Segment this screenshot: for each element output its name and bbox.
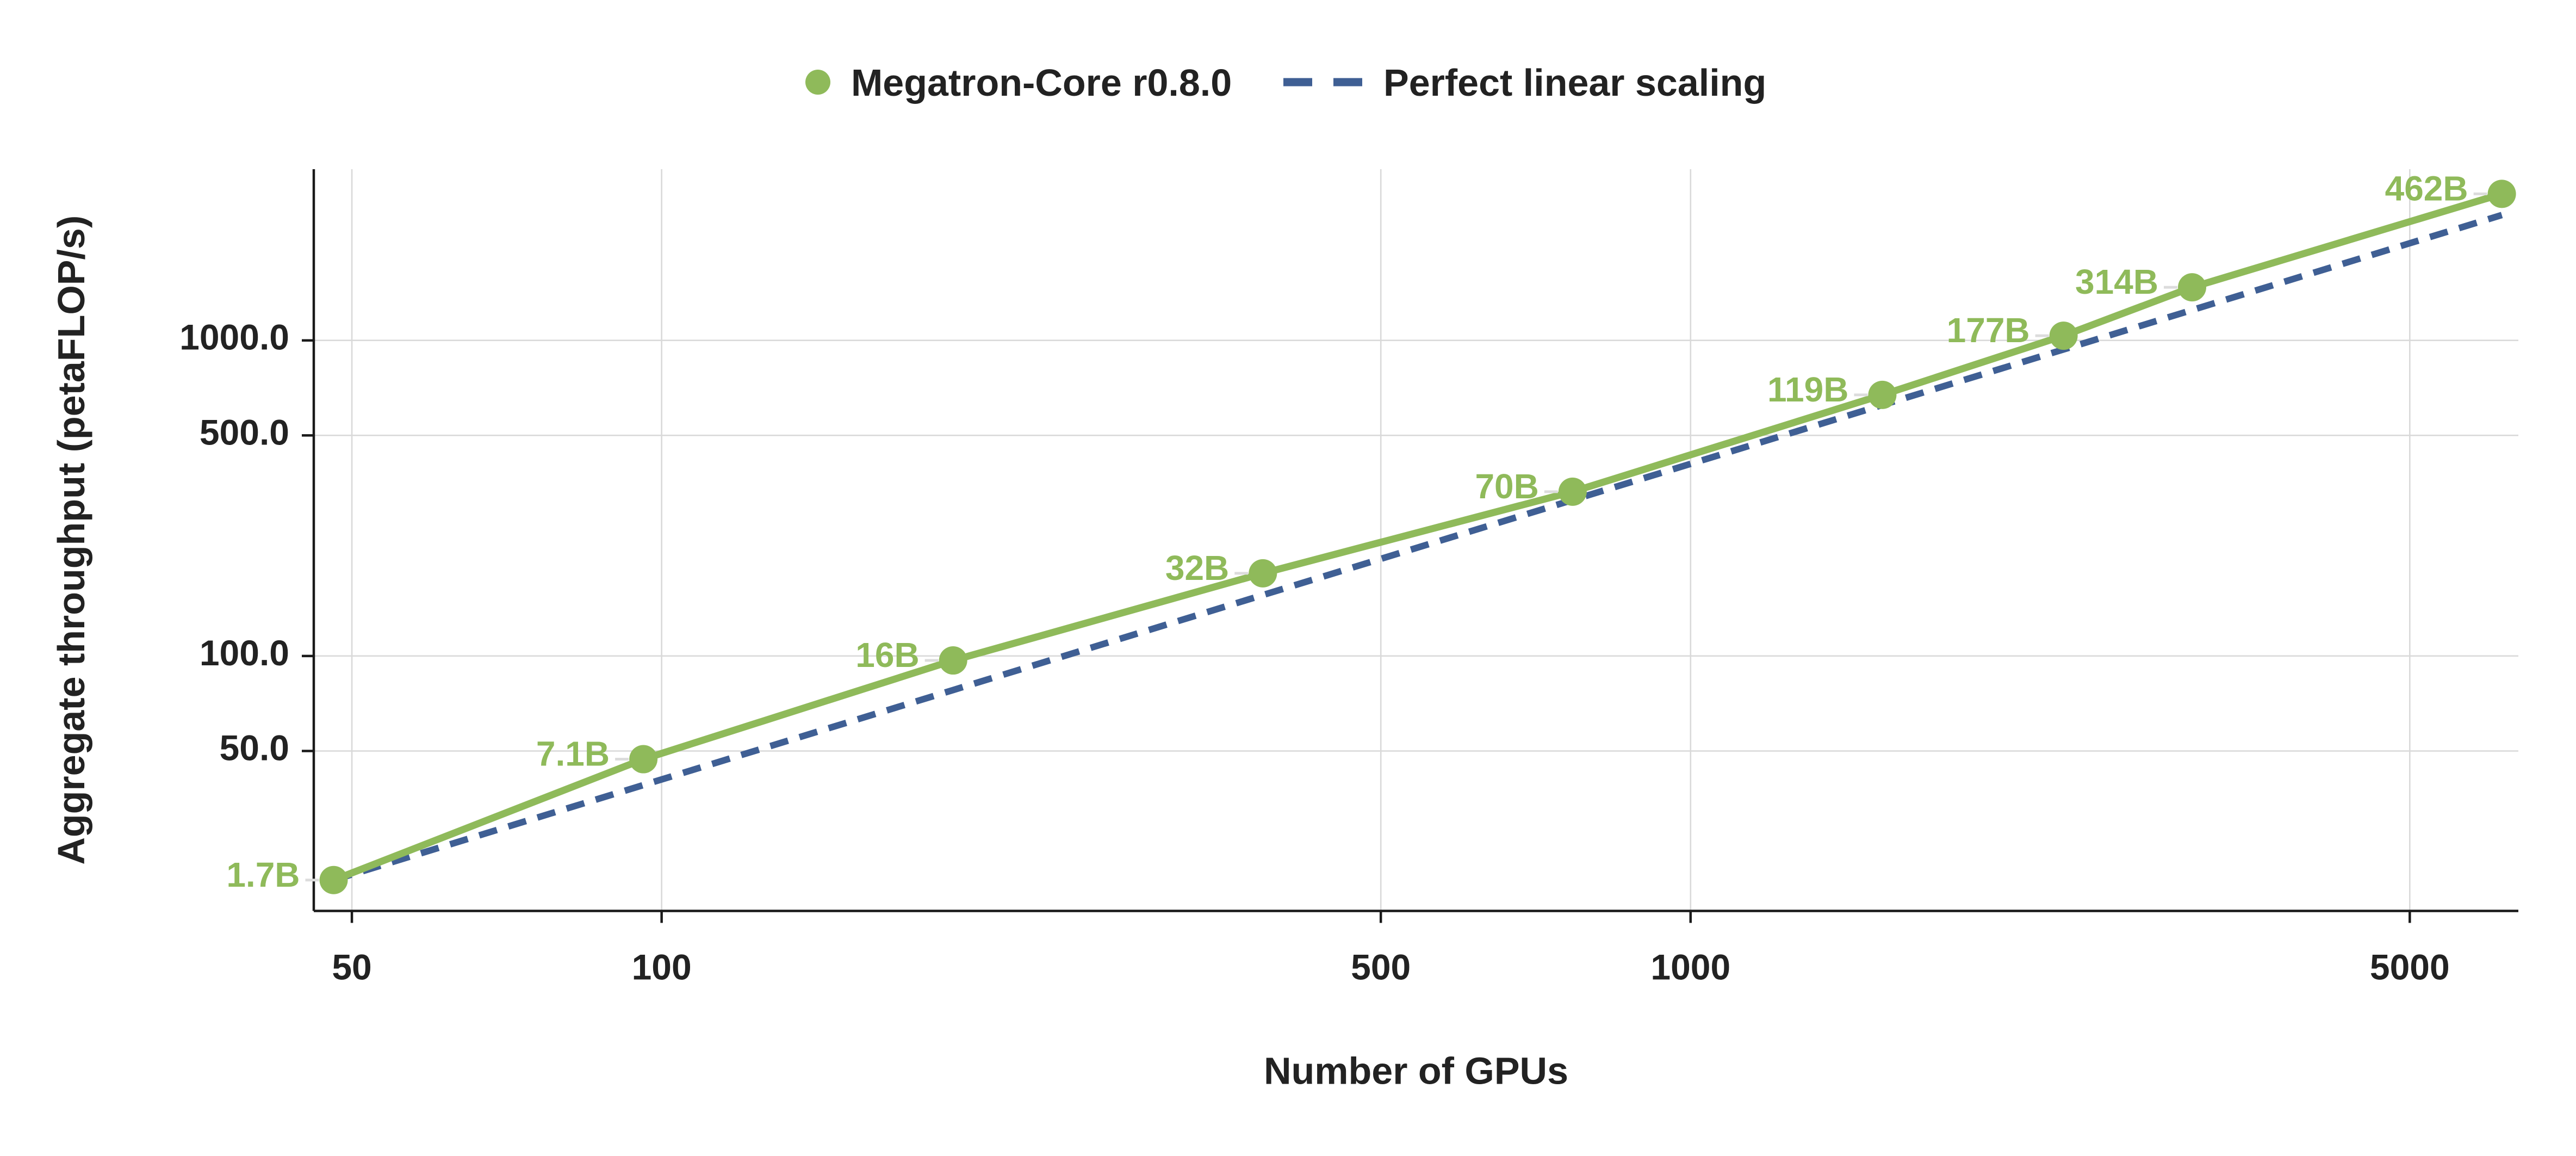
svg-text:100.0: 100.0 [200, 633, 289, 673]
svg-text:Aggregate throughput (petaFLOP: Aggregate throughput (petaFLOP/s) [50, 215, 92, 865]
svg-text:50: 50 [332, 947, 371, 987]
svg-text:50.0: 50.0 [220, 728, 289, 768]
svg-text:500: 500 [1351, 947, 1411, 987]
svg-text:1.7B: 1.7B [226, 855, 300, 894]
svg-text:Number of GPUs: Number of GPUs [1264, 1050, 1568, 1092]
svg-text:119B: 119B [1767, 370, 1848, 409]
svg-text:70B: 70B [1475, 467, 1538, 506]
svg-text:500.0: 500.0 [200, 412, 289, 452]
svg-text:16B: 16B [855, 635, 919, 675]
svg-text:7.1B: 7.1B [536, 734, 610, 774]
svg-text:1000.0: 1000.0 [179, 317, 289, 357]
svg-text:100: 100 [632, 947, 692, 987]
svg-text:1000: 1000 [1650, 947, 1730, 987]
svg-text:177B: 177B [1947, 311, 2030, 350]
svg-text:5000: 5000 [2370, 947, 2450, 987]
svg-text:32B: 32B [1165, 548, 1229, 588]
svg-text:462B: 462B [2385, 169, 2468, 208]
svg-text:Megatron-Core r0.8.0: Megatron-Core r0.8.0 [851, 61, 1232, 104]
svg-text:314B: 314B [2075, 262, 2158, 301]
svg-text:Perfect linear scaling: Perfect linear scaling [1383, 61, 1766, 104]
